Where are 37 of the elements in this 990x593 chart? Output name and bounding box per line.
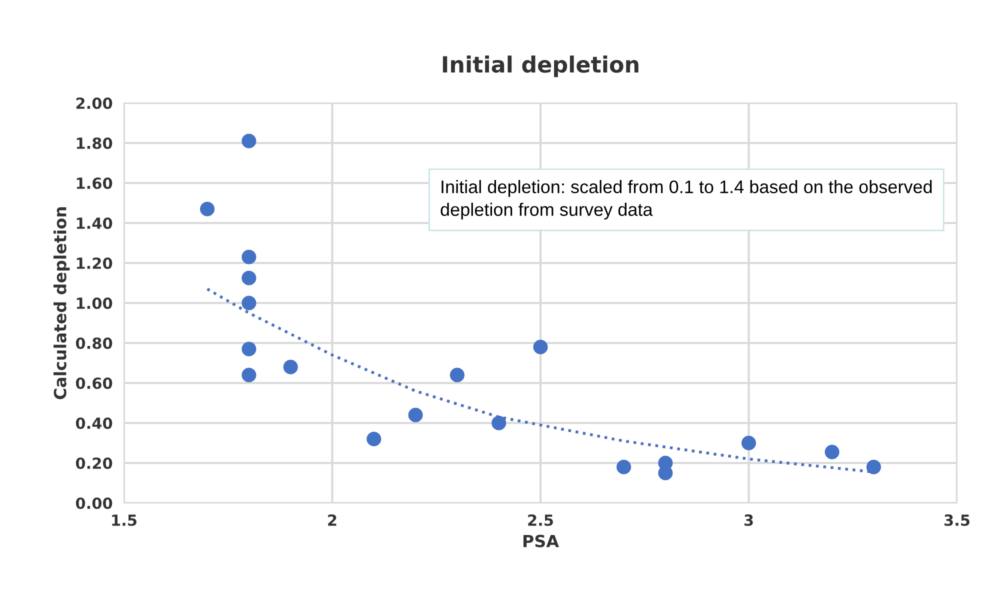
x-tick-label: 3 xyxy=(744,514,753,526)
point xyxy=(242,134,256,148)
x-tick-label: 2 xyxy=(328,514,336,526)
point xyxy=(616,460,632,474)
point xyxy=(366,432,382,446)
x-tick-label: 1.5 xyxy=(112,514,136,526)
point xyxy=(242,368,256,382)
annotation: Initial depletion: scaled from 0.1 to 1.4 based on the observed depletion from survey data xyxy=(440,180,932,220)
point xyxy=(824,444,840,460)
point xyxy=(242,296,256,310)
point xyxy=(741,436,756,450)
point xyxy=(200,202,215,216)
y-tick-label: 0.20 xyxy=(76,457,112,470)
y-tick-label: 0.00 xyxy=(76,497,112,510)
x-tick-label: 2.5 xyxy=(528,514,553,526)
point xyxy=(450,368,464,382)
y-tick-label: 1.60 xyxy=(76,177,112,190)
y-tick-label: 0.80 xyxy=(76,337,112,350)
y-tick-label: 2.00 xyxy=(76,97,112,110)
x-axis-title: PSA xyxy=(523,534,559,548)
point xyxy=(283,360,298,374)
y-tick-label: 1.80 xyxy=(76,137,112,150)
point xyxy=(533,340,548,354)
point xyxy=(242,250,256,264)
y-tick-label: 1.40 xyxy=(76,217,112,230)
y-axis-title: Calculated depletion xyxy=(54,207,70,400)
point xyxy=(492,416,506,430)
point xyxy=(242,342,256,356)
y-tick-label: 1.20 xyxy=(76,257,112,270)
point xyxy=(866,460,881,474)
y-tick-label: 0.60 xyxy=(76,377,112,390)
x-tick-label: 3.5 xyxy=(944,514,970,526)
point xyxy=(242,270,256,286)
y-tick-label: 0.40 xyxy=(76,417,112,430)
point xyxy=(408,408,423,422)
y-tick-label: 1.00 xyxy=(76,297,112,310)
chart-title: Initial depletion xyxy=(442,56,638,78)
